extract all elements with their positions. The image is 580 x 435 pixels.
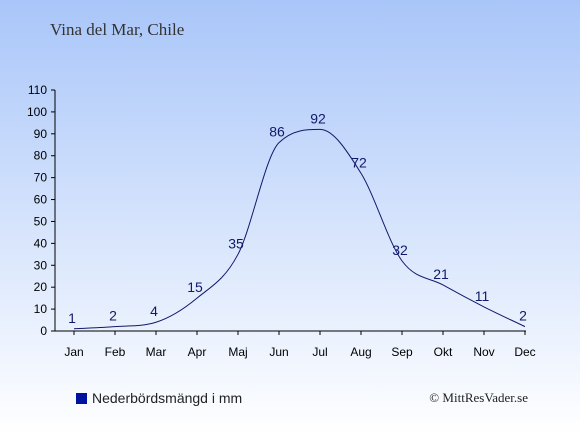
data-label: 1 [68, 310, 76, 326]
data-label: 2 [519, 308, 527, 324]
x-tick-label: Dec [514, 345, 535, 359]
data-label: 2 [109, 308, 117, 324]
x-tick-label: Okt [434, 345, 453, 359]
data-label: 72 [351, 154, 367, 170]
x-tick-label: Maj [228, 345, 247, 359]
data-label: 86 [269, 124, 285, 140]
data-label: 4 [150, 303, 158, 319]
x-tick-label: Jan [64, 345, 83, 359]
data-label: 15 [187, 279, 203, 295]
y-tick-label: 50 [34, 214, 48, 228]
x-tick-label: Nov [473, 345, 494, 359]
y-tick-label: 80 [34, 149, 48, 163]
y-tick-label: 70 [34, 171, 48, 185]
data-label: 32 [392, 242, 408, 258]
x-tick-label: Apr [188, 345, 207, 359]
x-tick-label: Mar [146, 345, 167, 359]
data-label: 11 [475, 288, 490, 304]
x-tick-label: Aug [350, 345, 371, 359]
y-tick-label: 10 [34, 302, 48, 316]
legend: Nederbördsmängd i mm [76, 390, 242, 406]
y-tick-label: 40 [34, 236, 48, 250]
series-line [73, 128, 526, 330]
y-tick-label: 110 [28, 83, 47, 97]
y-tick-label: 60 [34, 193, 48, 207]
x-tick-label: Jul [312, 345, 327, 359]
legend-swatch [76, 392, 87, 404]
data-label: 92 [310, 110, 326, 126]
legend-label: Nederbördsmängd i mm [92, 390, 243, 406]
x-tick-label: Jun [269, 345, 288, 359]
y-tick-label: 30 [34, 258, 48, 272]
y-tick-label: 20 [34, 280, 48, 294]
data-label: 21 [433, 266, 449, 282]
y-tick-label: 90 [34, 127, 48, 141]
x-tick-label: Feb [105, 345, 126, 359]
y-tick-label: 100 [27, 105, 47, 119]
y-tick-label: 0 [40, 324, 47, 338]
x-tick-label: Sep [391, 345, 413, 359]
data-label: 35 [228, 235, 244, 251]
copyright-notice: © MittResVader.se [429, 390, 528, 405]
page-title: Vina del Mar, Chile [50, 20, 185, 39]
